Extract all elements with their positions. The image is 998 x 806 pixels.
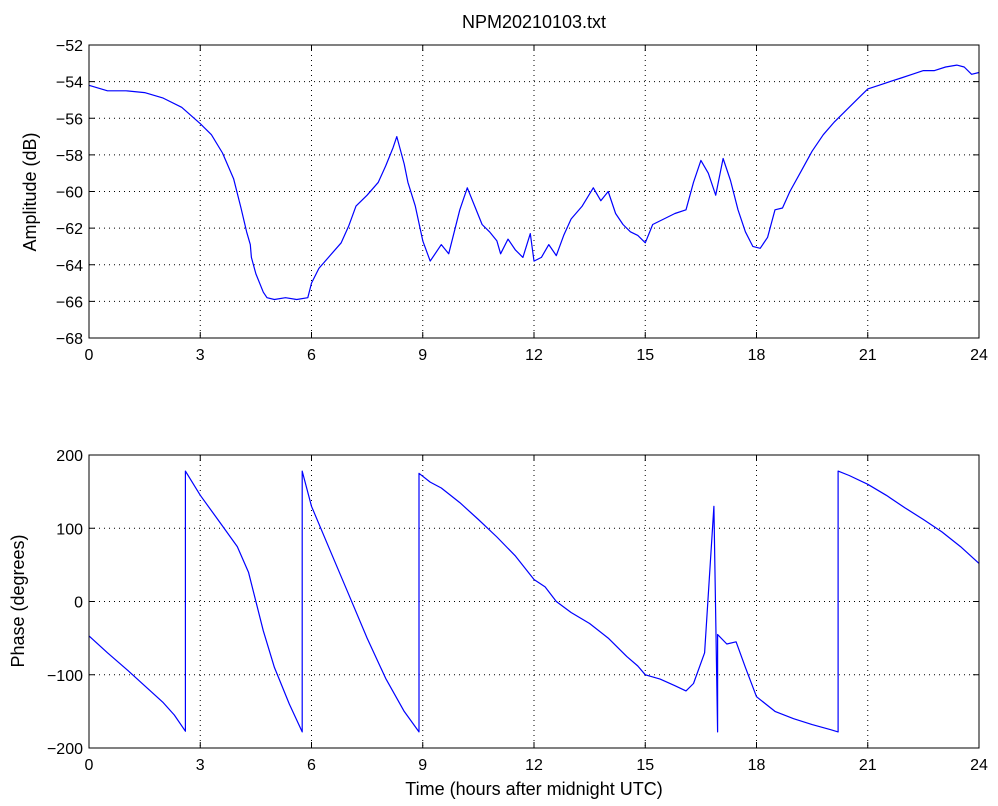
- phase-xtick-label: 12: [525, 757, 543, 774]
- phase-xtick-label: 6: [307, 757, 316, 774]
- phase-xtick-label: 9: [418, 757, 427, 774]
- figure-title: NPM20210103.txt: [462, 12, 606, 32]
- phase-ytick-label: −200: [47, 741, 83, 758]
- phase-xtick-label: 24: [970, 757, 988, 774]
- amplitude-ytick-label: −60: [56, 185, 83, 202]
- phase-xlabel: Time (hours after midnight UTC): [405, 779, 662, 799]
- amplitude-xtick-label: 21: [859, 347, 877, 364]
- amplitude-ytick-label: −54: [56, 75, 83, 92]
- amplitude-ylabel: Amplitude (dB): [20, 132, 40, 251]
- phase-axes: 0 3 6 9 12 15 18 21 24 −200 −100 0 100 200: [47, 448, 988, 774]
- amplitude-xtick-label: 24: [970, 347, 988, 364]
- phase-ytick-label: 0: [74, 595, 83, 612]
- amplitude-ytick-label: −58: [56, 148, 83, 165]
- amplitude-xtick-label: 18: [748, 347, 766, 364]
- phase-xtick-label: 18: [748, 757, 766, 774]
- amplitude-ytick-label: −52: [56, 38, 83, 55]
- phase-xtick-label: 21: [859, 757, 877, 774]
- amplitude-xtick-label: 9: [418, 347, 427, 364]
- amplitude-xtick-label: 15: [636, 347, 654, 364]
- amplitude-ytick-label: −62: [56, 221, 83, 238]
- phase-ylabel: Phase (degrees): [8, 534, 28, 667]
- phase-ytick-label: 200: [56, 448, 83, 465]
- phase-ytick-label: −100: [47, 668, 83, 685]
- amplitude-axes: 0 3 6 9 12 15 18 21 24 −68 −66 −64 −62 −60 −58 −56 −54 −5…: [56, 38, 988, 364]
- amplitude-xtick-label: 0: [85, 347, 94, 364]
- phase-xtick-label: 15: [636, 757, 654, 774]
- phase-xtick-label: 3: [196, 757, 205, 774]
- amplitude-xtick-label: 6: [307, 347, 316, 364]
- amplitude-xtick-label: 12: [525, 347, 543, 364]
- amplitude-series-line: [88, 64, 980, 301]
- amplitude-ytick-label: −56: [56, 111, 83, 128]
- phase-series-line: [88, 470, 980, 733]
- phase-ytick-label: 100: [56, 521, 83, 538]
- amplitude-ytick-label: −68: [56, 331, 83, 348]
- amplitude-ytick-label: −64: [56, 258, 83, 275]
- phase-xtick-label: 0: [85, 757, 94, 774]
- amplitude-xtick-label: 3: [196, 347, 205, 364]
- amplitude-ytick-label: −66: [56, 294, 83, 311]
